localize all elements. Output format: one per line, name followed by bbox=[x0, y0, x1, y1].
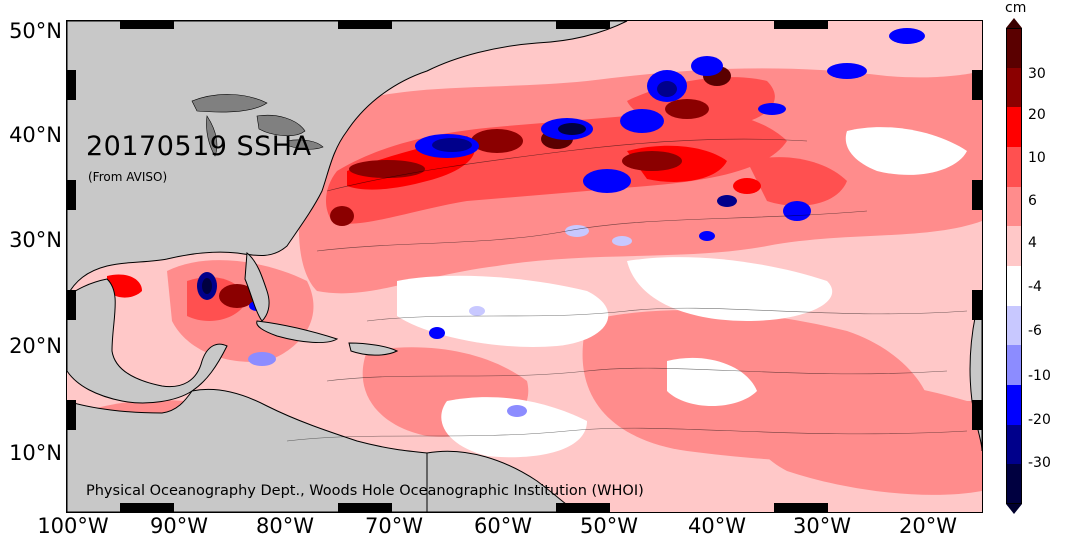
colorbar-segment bbox=[1006, 67, 1022, 108]
frame-mark-left-2 bbox=[66, 180, 76, 210]
colorbar-label-20: 20 bbox=[1028, 107, 1046, 123]
frame-mark-left-3 bbox=[66, 290, 76, 320]
lon-label-20w: 20°W bbox=[899, 514, 957, 538]
lon-label-100w: 100°W bbox=[37, 514, 109, 538]
colorbar-segment bbox=[1006, 107, 1022, 148]
lon-label-90w: 90°W bbox=[150, 514, 208, 538]
lon-label-30w: 30°W bbox=[793, 514, 851, 538]
frame-mark-bottom-1 bbox=[120, 503, 174, 512]
cuba-island bbox=[256, 320, 339, 344]
colorbar-label-neg10: -10 bbox=[1028, 368, 1051, 384]
frame-mark-bottom-2 bbox=[338, 503, 392, 512]
lon-label-50w: 50°W bbox=[580, 514, 638, 538]
frame-mark-top-3 bbox=[556, 20, 610, 29]
colorbar-min-arrow bbox=[1006, 504, 1022, 514]
frame-mark-right-2 bbox=[972, 180, 982, 210]
frame-mark-left-1 bbox=[66, 70, 76, 100]
frame-mark-right-3 bbox=[972, 290, 982, 320]
colorbar bbox=[1006, 28, 1022, 505]
colorbar-segment bbox=[1006, 147, 1022, 188]
central-america-land bbox=[67, 388, 428, 512]
colorbar-label-6: 6 bbox=[1028, 193, 1037, 209]
colorbar-label-neg4: -4 bbox=[1028, 279, 1042, 295]
frame-mark-right-1 bbox=[972, 70, 982, 100]
map-title: 20170519 SSHA bbox=[86, 131, 312, 162]
colorbar-segment bbox=[1006, 385, 1022, 426]
hispaniola-island bbox=[348, 342, 399, 356]
lat-label-20n: 20°N bbox=[9, 334, 62, 358]
lat-label-40n: 40°N bbox=[9, 123, 62, 147]
florida-land bbox=[244, 252, 270, 322]
colorbar-label-4: 4 bbox=[1028, 235, 1037, 251]
colorbar-label-30: 30 bbox=[1028, 66, 1046, 82]
map-subtitle: (From AVISO) bbox=[88, 170, 168, 184]
neutral-anomaly-patches bbox=[227, 127, 967, 476]
frame-mark-left-4 bbox=[66, 400, 76, 430]
colorbar-segment bbox=[1006, 305, 1022, 346]
colorbar-label-neg6: -6 bbox=[1028, 323, 1042, 339]
frame-mark-top-1 bbox=[120, 20, 174, 29]
colorbar-segment bbox=[1006, 424, 1022, 465]
colorbar-segment bbox=[1006, 266, 1022, 307]
frame-mark-bottom-3 bbox=[556, 503, 610, 512]
colorbar-unit: cm bbox=[1005, 0, 1027, 16]
frame-mark-right-4 bbox=[972, 400, 982, 430]
colorbar-label-neg20: -20 bbox=[1028, 412, 1051, 428]
lon-label-70w: 70°W bbox=[365, 514, 423, 538]
lat-label-30n: 30°N bbox=[9, 228, 62, 252]
great-lakes bbox=[191, 94, 324, 157]
lat-label-50n: 50°N bbox=[9, 19, 62, 43]
colorbar-segment bbox=[1006, 28, 1022, 69]
lat-label-10n: 10°N bbox=[9, 441, 62, 465]
land-masses bbox=[67, 21, 982, 512]
colorbar-label-10: 10 bbox=[1028, 150, 1046, 166]
colorbar-segment bbox=[1006, 464, 1022, 505]
colorbar-label-neg30: -30 bbox=[1028, 455, 1051, 471]
colorbar-segment bbox=[1006, 345, 1022, 386]
frame-mark-top-2 bbox=[338, 20, 392, 29]
map-credit: Physical Oceanography Dept., Woods Hole … bbox=[86, 483, 644, 499]
ssha-field bbox=[67, 21, 982, 512]
lon-label-60w: 60°W bbox=[474, 514, 532, 538]
colorbar-max-arrow bbox=[1006, 18, 1022, 28]
gulf-coast-land bbox=[67, 278, 228, 404]
lon-label-80w: 80°W bbox=[256, 514, 314, 538]
negative-anomaly-eddies bbox=[197, 28, 925, 417]
north-america-land bbox=[67, 21, 628, 297]
ssha-map bbox=[66, 20, 983, 513]
frame-mark-top-4 bbox=[774, 20, 828, 29]
contour-lines bbox=[286, 138, 968, 442]
frame-mark-bottom-4 bbox=[774, 503, 828, 512]
lon-label-40w: 40°W bbox=[688, 514, 746, 538]
colorbar-segment bbox=[1006, 226, 1022, 267]
colorbar-segment bbox=[1006, 186, 1022, 227]
